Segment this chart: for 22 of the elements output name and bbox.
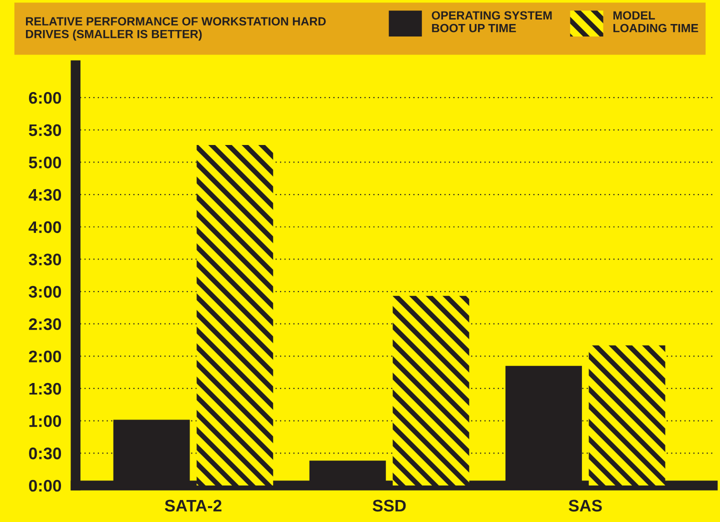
x-tick-label: SAS	[568, 500, 602, 512]
y-tick-label: 5:00	[28, 156, 62, 168]
y-tick-label: 2:00	[28, 350, 62, 362]
y-tick-label: 3:00	[28, 286, 62, 298]
y-tick-label: 1:00	[29, 415, 62, 428]
y-tick-label: 4:30	[28, 188, 62, 201]
bar	[588, 345, 666, 486]
y-tick-label: 0:30	[29, 448, 62, 460]
legend-label: OPERATING SYSTEM BOOT UP TIME	[432, 11, 552, 32]
y-tick-label: 2:30	[28, 318, 62, 330]
bar	[196, 144, 274, 486]
legend-label: MODEL LOADING TIME	[613, 11, 698, 32]
x-tick-label: SSD	[372, 500, 406, 512]
chart-title: RELATIVE PERFORMANCE OF WORKSTATION HARD DRIVES (SMALLER IS BETTER)	[26, 17, 326, 41]
y-tick-label: 4:00	[28, 221, 62, 234]
y-tick-label: 3:30	[28, 254, 62, 266]
y-tick-label: 5:30	[28, 124, 62, 136]
bar	[392, 296, 470, 486]
x-tick-label: SATA-2	[164, 500, 222, 512]
y-tick-label: 1:30	[29, 382, 62, 395]
y-tick-label: 0:00	[29, 480, 62, 492]
y-tick-label: 6:00	[28, 92, 62, 104]
